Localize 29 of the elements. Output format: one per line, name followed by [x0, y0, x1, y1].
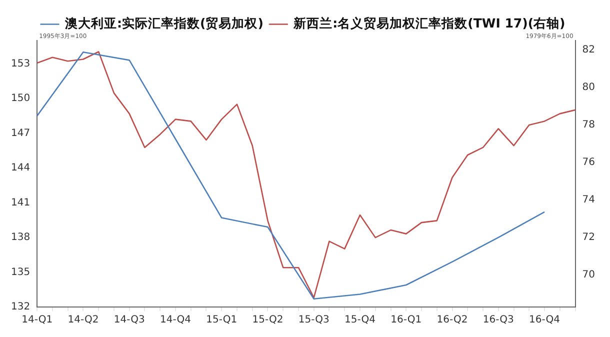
y2-tick-label: 78 [582, 120, 596, 131]
y2-tick-label: 80 [582, 82, 596, 94]
x-tick-label: 14-Q3 [114, 314, 145, 326]
x-tick-label: 14-Q2 [68, 314, 99, 326]
x-tick-label: 16-Q3 [482, 314, 514, 326]
y2-tick-label: 72 [582, 232, 596, 244]
y-tick-label: 153 [10, 58, 30, 70]
x-tick-label: 16-Q4 [529, 314, 560, 326]
x-tick-label: 16-Q2 [436, 314, 468, 326]
y2-tick-label: 70 [582, 270, 596, 281]
y2-tick-label: 76 [582, 157, 596, 168]
x-tick-label: 16-Q1 [390, 314, 422, 326]
x-tick-label: 15-Q2 [252, 314, 284, 326]
y-tick-label: 132 [10, 302, 30, 313]
y-tick-label: 150 [10, 93, 30, 104]
y2-tick-label: 74 [582, 194, 596, 206]
y-tick-label: 147 [10, 128, 30, 139]
y-tick-label: 141 [10, 197, 30, 208]
legend-label: 新西兰:名义贸易加权汇率指数(TWI 17)(右轴) [292, 16, 566, 30]
x-tick-label: 14-Q1 [22, 314, 53, 326]
legend-label: 澳大利亚:实际汇率指数(贸易加权) [64, 16, 264, 30]
x-tick-label: 15-Q1 [206, 314, 238, 326]
x-tick-label: 15-Q3 [298, 314, 330, 326]
x-tick-label: 15-Q4 [344, 314, 376, 326]
x-tick-label: 14-Q4 [160, 314, 191, 326]
y-tick-label: 138 [10, 232, 30, 244]
y-tick-label: 144 [10, 162, 30, 174]
y2-tick-label: 82 [582, 44, 596, 56]
y-tick-label: 135 [10, 266, 30, 278]
